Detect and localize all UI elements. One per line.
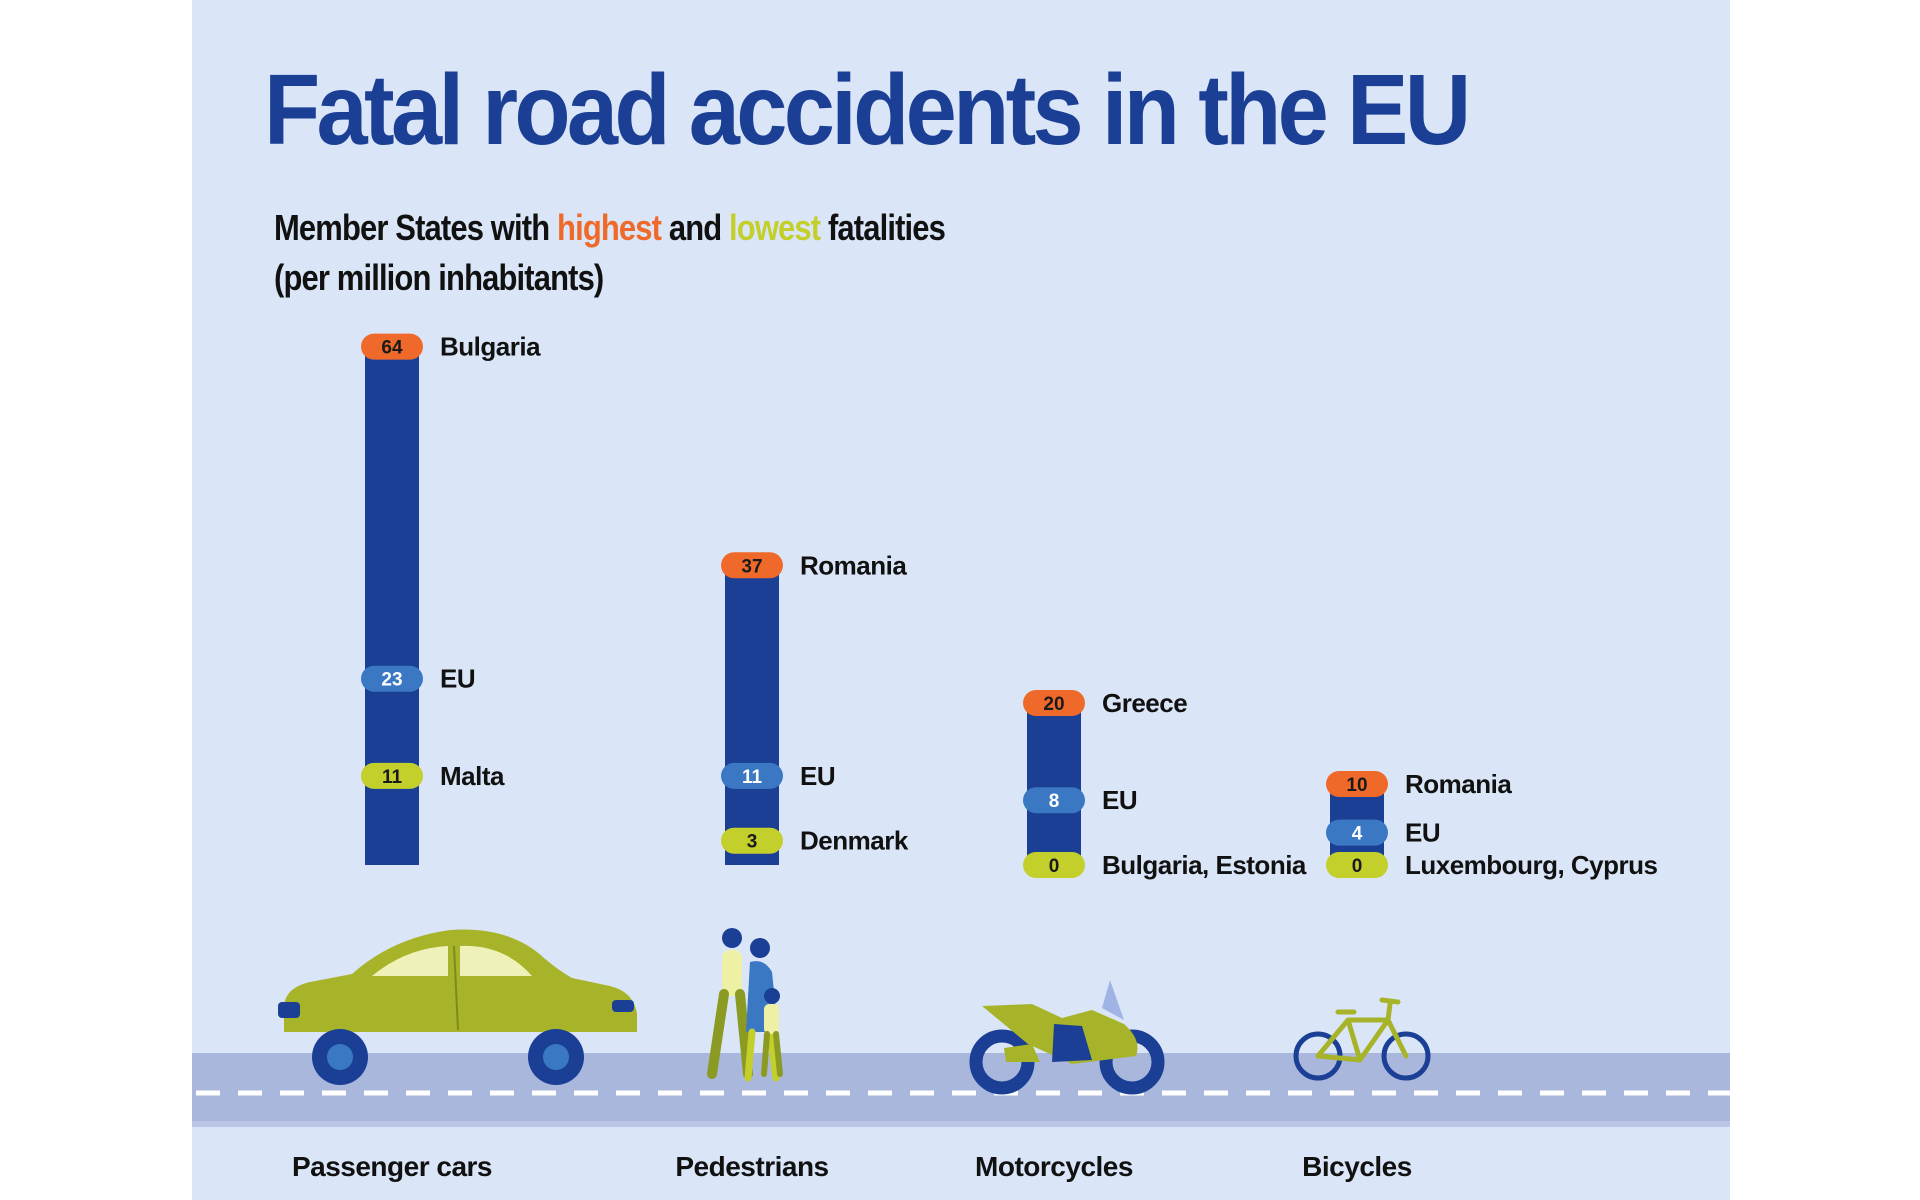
bars-layer: 64 Bulgaria 23 EU 11 Malta 37 Romania 11 EU 3 Denma… bbox=[361, 332, 1658, 880]
pill-lowest bbox=[1326, 852, 1388, 878]
category-label-pedestrians: Pedestrians bbox=[675, 1151, 828, 1182]
value-label-eu: 4 bbox=[1352, 824, 1363, 845]
pill-highest bbox=[721, 552, 783, 579]
subtitle-line-2: (per million inhabitants) bbox=[274, 257, 604, 298]
motorcycle-icon bbox=[969, 980, 1165, 1095]
pill-highest bbox=[361, 333, 423, 360]
marker-pedestrians-highest: 37 Romania bbox=[721, 550, 908, 580]
pill-highest bbox=[1023, 690, 1085, 716]
value-label-highest: 20 bbox=[1043, 694, 1064, 715]
marker-bicycles-lowest: 0 Luxembourg, Cyprus bbox=[1326, 850, 1658, 880]
category-label-motorcycles: Motorcycles bbox=[975, 1151, 1133, 1182]
marker-passenger-cars-highest: 64 Bulgaria bbox=[361, 332, 542, 362]
value-label-lowest: 0 bbox=[1049, 856, 1060, 877]
country-label-highest: Greece bbox=[1102, 688, 1187, 718]
bar-motorcycles bbox=[1027, 703, 1081, 865]
pill-eu bbox=[1326, 819, 1388, 846]
country-label-eu: EU bbox=[440, 664, 475, 694]
value-label-lowest: 3 bbox=[747, 832, 758, 853]
road bbox=[192, 1053, 1730, 1127]
value-label-lowest: 0 bbox=[1352, 856, 1363, 877]
country-label-lowest: Denmark bbox=[800, 826, 909, 856]
marker-motorcycles-eu: 8 EU bbox=[1023, 785, 1138, 815]
bar-pedestrians bbox=[725, 565, 779, 865]
marker-motorcycles-highest: 20 Greece bbox=[1023, 688, 1188, 718]
subtitle-middle: and bbox=[661, 207, 730, 248]
pill-lowest bbox=[1023, 852, 1085, 878]
marker-passenger-cars-lowest: 11 Malta bbox=[361, 761, 506, 791]
road-top-edge bbox=[192, 1053, 1730, 1065]
value-label-eu: 8 bbox=[1049, 791, 1060, 812]
value-label-lowest: 11 bbox=[382, 767, 403, 788]
pill-eu bbox=[1023, 787, 1085, 814]
marker-bicycles-highest: 10 Romania bbox=[1326, 769, 1513, 799]
country-label-highest: Bulgaria bbox=[440, 332, 541, 362]
marker-pedestrians-lowest: 3 Denmark bbox=[721, 826, 909, 856]
road-bottom-edge bbox=[192, 1121, 1730, 1127]
country-label-eu: EU bbox=[800, 761, 835, 791]
value-label-highest: 37 bbox=[741, 556, 762, 577]
country-label-lowest: Luxembourg, Cyprus bbox=[1405, 850, 1658, 880]
subtitle-line-1: Member States with highest and lowest fa… bbox=[274, 203, 946, 253]
category-labels: Passenger cars Pedestrians Motorcycles Bicy… bbox=[292, 1151, 1412, 1182]
value-label-highest: 64 bbox=[381, 338, 403, 359]
country-label-eu: EU bbox=[1405, 818, 1440, 848]
marker-bicycles-eu: 4 EU bbox=[1326, 818, 1441, 848]
value-label-highest: 10 bbox=[1346, 775, 1367, 796]
bicycle-icon bbox=[1293, 997, 1431, 1081]
value-label-eu: 11 bbox=[742, 767, 763, 788]
pill-lowest bbox=[361, 762, 423, 789]
pill-highest bbox=[1326, 771, 1388, 797]
marker-pedestrians-eu: 11 EU bbox=[721, 761, 836, 791]
country-label-eu: EU bbox=[1102, 785, 1137, 815]
marker-passenger-cars-eu: 23 EU bbox=[361, 664, 476, 694]
subtitle-lowest: lowest bbox=[729, 207, 821, 248]
category-label-passenger-cars: Passenger cars bbox=[292, 1151, 492, 1182]
country-label-lowest: Bulgaria, Estonia bbox=[1102, 850, 1307, 880]
marker-motorcycles-lowest: 0 Bulgaria, Estonia bbox=[1023, 850, 1307, 880]
chart-svg: Passenger cars Pedestrians Motorcycles Bicy… bbox=[192, 332, 1730, 1182]
pill-lowest bbox=[721, 827, 783, 854]
page-title: Fatal road accidents in the EU bbox=[264, 54, 1471, 166]
pill-eu bbox=[361, 665, 423, 692]
value-label-eu: 23 bbox=[381, 670, 402, 691]
pedestrians-icon bbox=[707, 928, 783, 1082]
country-label-highest: Romania bbox=[800, 550, 907, 580]
country-label-lowest: Malta bbox=[440, 761, 505, 791]
infographic-panel: Fatal road accidents in the EU Member St… bbox=[192, 0, 1730, 1200]
subtitle-prefix: Member States with bbox=[274, 207, 558, 248]
pill-eu bbox=[721, 762, 783, 789]
chart-subtitle: Member States with highest and lowest fa… bbox=[274, 203, 946, 303]
subtitle-suffix: fatalities bbox=[820, 207, 946, 248]
car-icon bbox=[278, 929, 637, 1085]
country-label-highest: Romania bbox=[1405, 769, 1512, 799]
subtitle-highest: highest bbox=[557, 207, 662, 248]
category-label-bicycles: Bicycles bbox=[1302, 1151, 1412, 1182]
